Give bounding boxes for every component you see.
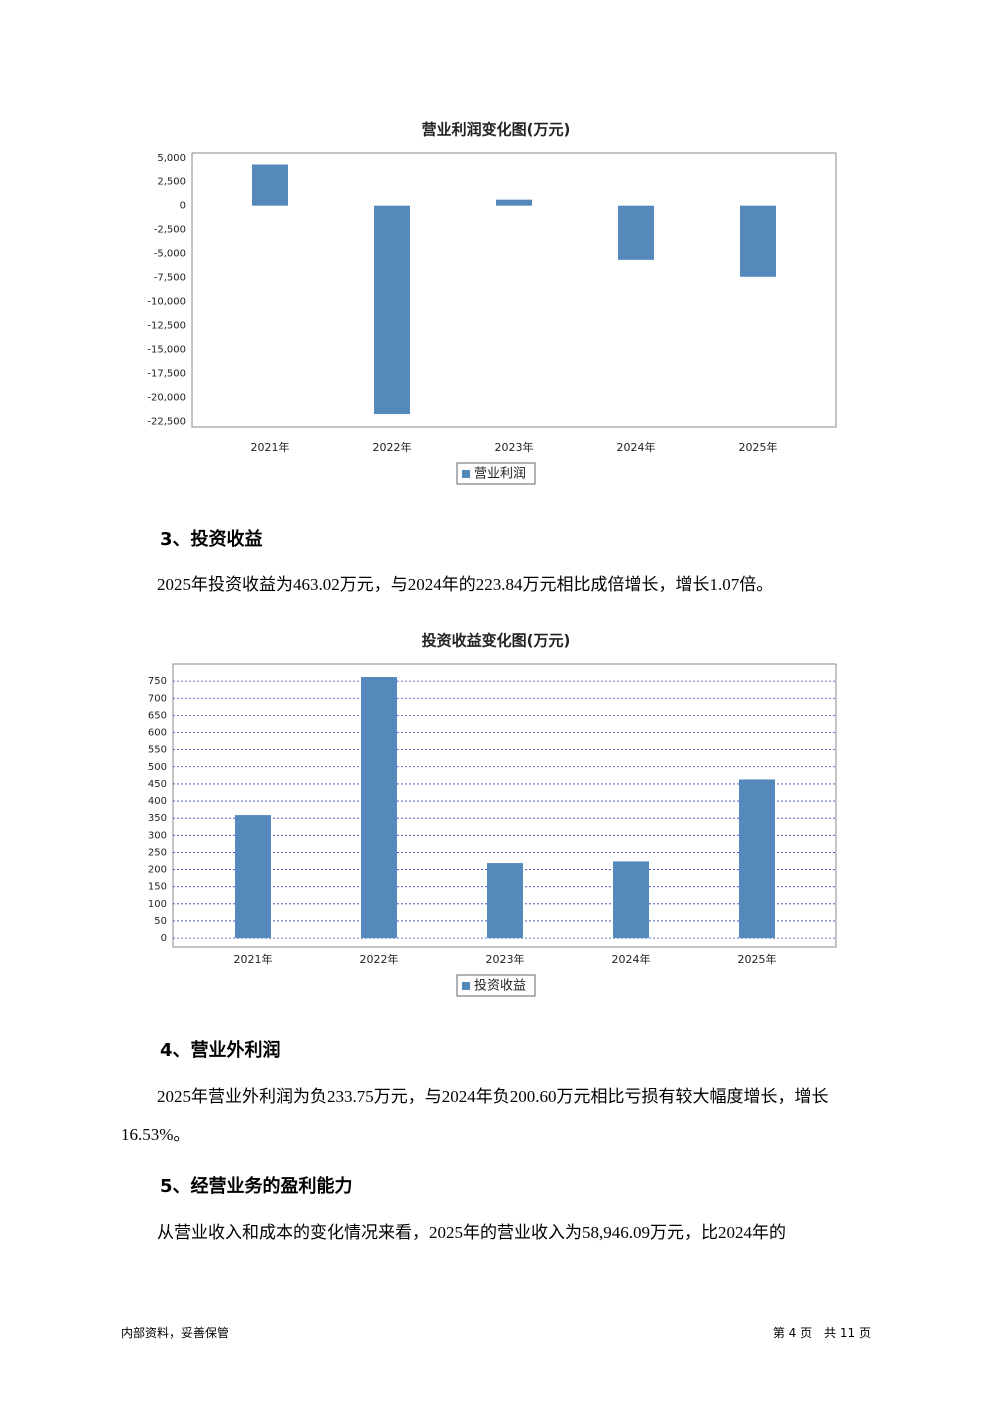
x-tick-label: 2022年 xyxy=(373,440,412,454)
y-tick-label: -20,000 xyxy=(147,392,186,403)
x-tick-label: 2025年 xyxy=(739,440,778,454)
legend-label: 营业利润 xyxy=(474,467,526,482)
heading: 5、经营业务的盈利能力 xyxy=(160,1176,353,1197)
x-tick-label: 2024年 xyxy=(617,440,656,454)
x-tick-label: 2025年 xyxy=(738,952,777,966)
y-tick-label: 500 xyxy=(148,762,167,773)
bar xyxy=(252,164,288,206)
legend-swatch xyxy=(462,470,470,478)
legend-box xyxy=(456,974,536,997)
y-tick-label: -7,500 xyxy=(154,273,186,284)
bar xyxy=(235,815,271,939)
x-tick-label: 2024年 xyxy=(612,952,651,966)
paragraph: 从营业收入和成本的变化情况来看，2025年的营业收入为58,946.09万元，比… xyxy=(157,1223,786,1242)
y-tick-label: 200 xyxy=(148,865,167,876)
y-tick-label: 550 xyxy=(148,745,167,756)
bar xyxy=(487,863,523,939)
legend-label: 投资收益 xyxy=(474,978,526,994)
bar xyxy=(740,205,776,277)
heading: 3、投资收益 xyxy=(160,529,263,550)
plot-frame xyxy=(191,152,837,428)
y-tick-label: -17,500 xyxy=(147,368,186,379)
plot-frame xyxy=(172,663,837,948)
y-tick-label: 100 xyxy=(148,899,167,910)
legend-swatch xyxy=(462,982,470,990)
y-tick-label: 2,500 xyxy=(157,177,186,188)
bar xyxy=(361,677,397,939)
y-tick-label: 700 xyxy=(148,693,167,704)
y-tick-label: 0 xyxy=(161,933,167,944)
y-tick-label: 0 xyxy=(180,201,186,212)
y-tick-label: 400 xyxy=(148,796,167,807)
heading: 4、营业外利润 xyxy=(160,1040,281,1061)
y-tick-label: -10,000 xyxy=(147,296,186,307)
y-tick-label: 600 xyxy=(148,728,167,739)
y-tick-label: 150 xyxy=(148,882,167,893)
chart-title: 营业利润变化图(万元) xyxy=(422,121,571,139)
bar xyxy=(374,205,410,415)
y-tick-label: -22,500 xyxy=(147,416,186,427)
bar xyxy=(613,861,649,939)
y-tick-label: 300 xyxy=(148,830,167,841)
x-tick-label: 2021年 xyxy=(234,952,273,966)
x-tick-label: 2022年 xyxy=(360,952,399,966)
bar xyxy=(618,205,654,260)
paragraph: 2025年营业外利润为负233.75万元，与2024年负200.60万元相比亏损… xyxy=(121,1087,829,1144)
y-tick-label: -15,000 xyxy=(147,344,186,355)
x-tick-label: 2023年 xyxy=(495,440,534,454)
x-tick-label: 2021年 xyxy=(251,440,290,454)
y-tick-label: 250 xyxy=(148,847,167,858)
y-tick-label: 750 xyxy=(148,676,167,687)
y-tick-label: -5,000 xyxy=(154,249,186,260)
y-tick-label: 5,000 xyxy=(157,153,186,164)
chart-title: 投资收益变化图(万元) xyxy=(422,632,571,650)
y-tick-label: 450 xyxy=(148,779,167,790)
bar xyxy=(739,779,775,939)
y-tick-label: -2,500 xyxy=(154,225,186,236)
footer-left: 内部资料，妥善保管 xyxy=(121,1326,230,1340)
legend-box xyxy=(456,462,536,485)
paragraph: 2025年投资收益为463.02万元，与2024年的223.84万元相比成倍增长… xyxy=(157,575,774,594)
y-tick-label: -12,500 xyxy=(147,320,186,331)
y-tick-label: 350 xyxy=(148,813,167,824)
y-tick-label: 650 xyxy=(148,710,167,721)
x-tick-label: 2023年 xyxy=(486,952,525,966)
bar xyxy=(496,199,532,206)
footer-right: 第 4 页 共 11 页 xyxy=(772,1326,871,1340)
y-tick-label: 50 xyxy=(154,916,167,927)
